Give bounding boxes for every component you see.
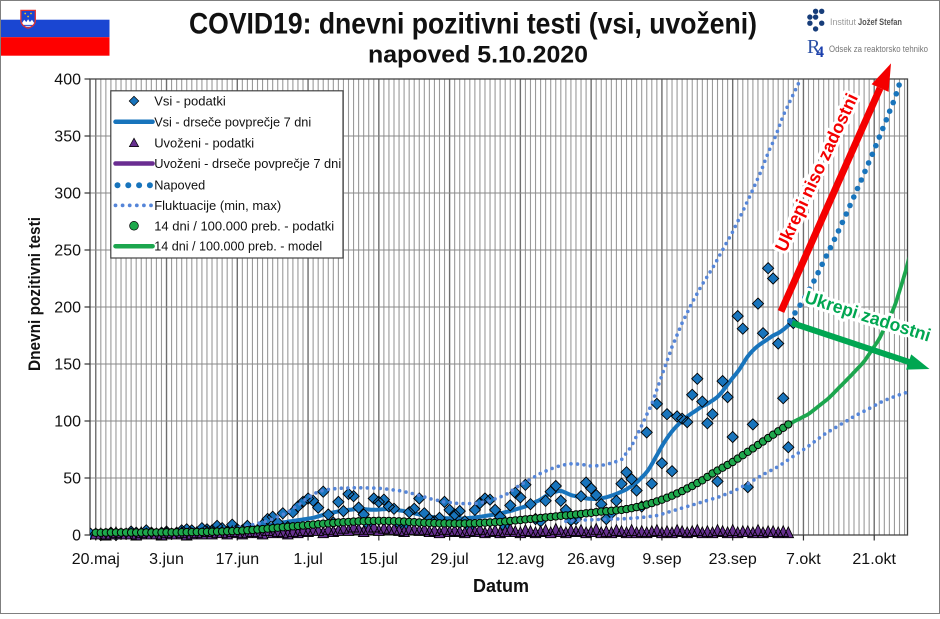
svg-text:Odsek za reaktorsko tehniko: Odsek za reaktorsko tehniko [829,44,928,54]
svg-text:Dnevni pozitivni testi: Dnevni pozitivni testi [26,217,44,371]
svg-text:250: 250 [54,243,81,260]
svg-text:4: 4 [816,44,824,61]
svg-text:400: 400 [54,72,81,89]
svg-text:Jožef Stefan: Jožef Stefan [858,17,902,27]
svg-text:21.okt: 21.okt [852,551,896,568]
svg-text:12.avg: 12.avg [496,551,544,568]
svg-text:300: 300 [54,186,81,203]
svg-text:14 dni / 100.000 preb. - model: 14 dni / 100.000 preb. - model [154,239,322,254]
svg-text:Institut: Institut [830,17,856,27]
svg-text:20.maj: 20.maj [72,551,120,568]
svg-text:26.avg: 26.avg [567,551,615,568]
svg-text:R: R [807,36,821,58]
svg-text:9.sep: 9.sep [642,551,681,568]
svg-text:23.sep: 23.sep [709,551,757,568]
svg-text:7.okt: 7.okt [786,551,821,568]
svg-text:Uvoženi - podatki: Uvoženi - podatki [154,135,254,150]
svg-text:150: 150 [54,357,81,374]
svg-text:14 dni / 100.000 preb. - podat: 14 dni / 100.000 preb. - podatki [154,218,334,233]
svg-text:1.jul: 1.jul [293,551,322,568]
svg-text:Fluktuacije (min, max): Fluktuacije (min, max) [154,198,281,213]
svg-text:Vsi - podatki: Vsi - podatki [154,94,226,109]
svg-text:Napoved: Napoved [154,178,205,193]
svg-text:3.jun: 3.jun [149,551,184,568]
svg-text:350: 350 [54,129,81,146]
svg-text:50: 50 [63,471,81,488]
svg-text:Vsi - drseče povprečje 7 dni: Vsi - drseče povprečje 7 dni [154,114,311,129]
svg-text:Datum: Datum [473,576,529,596]
svg-text:29.jul: 29.jul [430,551,468,568]
svg-text:Uvoženi - drseče povprečje 7 d: Uvoženi - drseče povprečje 7 dni [154,156,341,171]
svg-text:napoved 5.10.2020: napoved 5.10.2020 [368,42,588,69]
svg-text:100: 100 [54,414,81,431]
svg-text:15.jul: 15.jul [360,551,398,568]
svg-text:0: 0 [72,528,81,545]
svg-text:COVID19: dnevni pozitivni test: COVID19: dnevni pozitivni testi (vsi, uv… [189,8,757,41]
svg-text:17.jun: 17.jun [216,551,260,568]
svg-text:200: 200 [54,300,81,317]
